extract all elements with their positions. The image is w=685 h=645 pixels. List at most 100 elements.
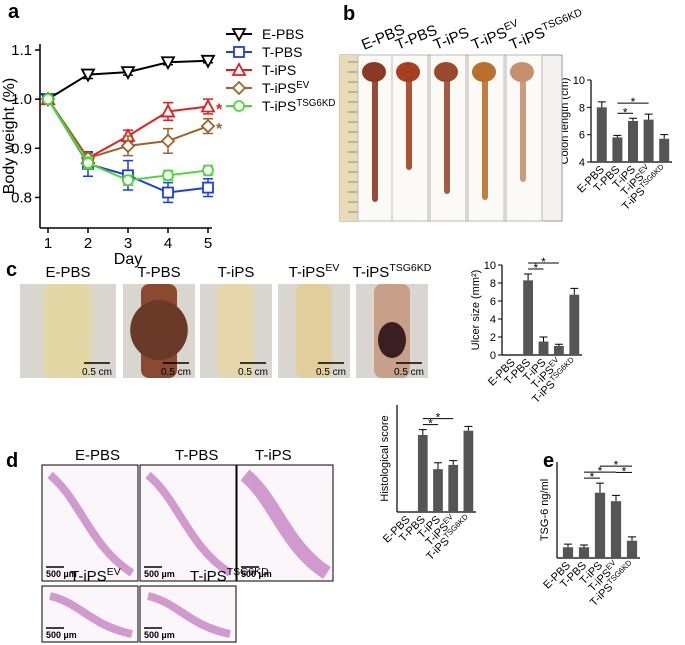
photo-label-sup: EV (107, 566, 121, 578)
x-tick-label: 2 (84, 235, 92, 252)
legend-label: T-iPS (262, 62, 296, 78)
photo-label-main: T-iPS (255, 447, 292, 464)
marker (82, 157, 94, 169)
photo-label: T-iPS (255, 447, 292, 464)
significance-label: * (631, 95, 636, 109)
y-tick-label: 2 (490, 332, 496, 344)
marker (200, 118, 216, 134)
y-tick-label: 6 (490, 296, 496, 308)
scale-label: 0.5 cm (161, 367, 191, 378)
error-bar (644, 113, 653, 120)
bar (659, 138, 670, 162)
bar (610, 501, 622, 558)
bar (594, 492, 606, 558)
bar (523, 280, 534, 355)
marker (42, 93, 54, 106)
photo-label: T-iPS (431, 24, 471, 54)
error-bar (629, 117, 637, 121)
marker (200, 98, 216, 113)
photo-label-sup: EV (325, 262, 339, 274)
error-bar (580, 544, 588, 548)
tissue (240, 469, 331, 579)
y-tick-label: 1.1 (11, 42, 32, 59)
legend-label-main: T-iPS (262, 62, 296, 78)
bar (448, 464, 459, 512)
photo-label-sup: TSG6KD (389, 262, 431, 274)
legend-marker (233, 100, 245, 112)
annotation: * (216, 102, 223, 119)
colon (520, 72, 526, 182)
significance-label: * (533, 261, 538, 275)
y-tick-label: 4 (579, 157, 585, 169)
y-tick-label: 0 (490, 350, 496, 362)
bar (433, 469, 443, 512)
scale-label: 0.5 cm (394, 367, 424, 378)
legend-label: E-PBS (262, 26, 304, 42)
photo-label-sup: TSG6KD (227, 566, 269, 578)
y-tick-label: 0.8 (11, 189, 32, 206)
legend-label: T-PBS (262, 44, 302, 60)
legend-label-main: E-PBS (262, 26, 304, 42)
x-axis-title: Day (114, 251, 142, 268)
scale-label: 0.5 cm (316, 367, 346, 378)
y-tick-label: 8 (490, 278, 496, 290)
marker (120, 66, 136, 80)
colon-cecum (434, 62, 458, 82)
ruler (340, 55, 360, 221)
y-axis-title: Ulcer size (mm²) (470, 270, 482, 351)
marker (202, 164, 214, 177)
error-bar (418, 429, 427, 435)
marker (162, 169, 174, 182)
error-bar (596, 482, 604, 493)
bar (628, 121, 638, 162)
colon-cecum (396, 62, 420, 82)
tissue (296, 284, 332, 378)
bar (538, 341, 549, 355)
legend-marker (231, 28, 247, 42)
photo-label-sup: TSG6KD (540, 6, 584, 33)
colon (444, 72, 450, 194)
legend-label-main: T-iPS (262, 80, 296, 96)
tissue (44, 284, 92, 378)
scale-label: 500 µm (241, 569, 272, 579)
scale-label: 0.5 cm (82, 367, 112, 378)
significance-label: * (428, 417, 433, 431)
marker (202, 181, 214, 194)
panel-label: b (343, 3, 355, 25)
x-tick-label: 5 (204, 235, 212, 252)
colon-cecum (472, 62, 496, 82)
photo-label: T-iPSTSG6KD (353, 262, 432, 281)
photo-label: T-iPSTSG6KD (190, 566, 269, 585)
scale-label: 500 µm (144, 630, 175, 640)
photo-label-main: E-PBS (75, 447, 120, 464)
scale-label: 500 µm (46, 569, 77, 579)
marker (200, 54, 216, 69)
bar (578, 547, 590, 558)
legend-marker (231, 80, 247, 96)
marker (160, 133, 176, 149)
panel-label: a (8, 1, 20, 23)
bar (569, 294, 580, 355)
bar (562, 547, 574, 558)
bar (643, 119, 654, 162)
marker (122, 174, 134, 187)
y-tick-label: 10 (573, 75, 585, 87)
bar (417, 434, 428, 512)
photo-label-main: T-iPS (469, 24, 509, 54)
marker (162, 186, 174, 199)
photo-label: E-PBS (45, 264, 90, 281)
marker (160, 103, 176, 118)
colon-cecum (510, 62, 534, 82)
error-bar (570, 287, 579, 295)
marker (120, 138, 136, 154)
photo-label: T-iPS (218, 264, 255, 281)
y-tick-label: 8 (579, 102, 585, 114)
legend-label: T-iPSTSG6KD (262, 98, 335, 115)
photo-label-main: T-PBS (175, 447, 218, 464)
tissue (145, 471, 233, 577)
bar (463, 430, 474, 512)
legend-label: T-iPSEV (262, 80, 310, 97)
photo-label-main: T-iPS (218, 264, 255, 281)
legend-label-main: T-iPS (262, 98, 296, 114)
